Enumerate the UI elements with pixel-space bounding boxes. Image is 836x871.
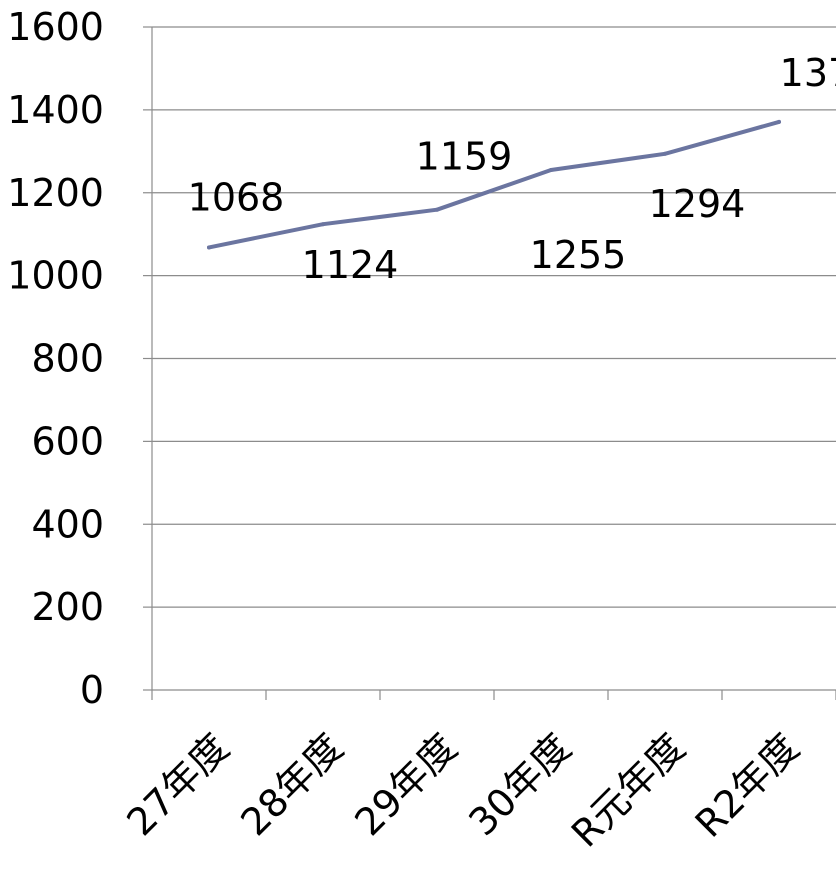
data-label: 1255: [530, 233, 627, 277]
data-point: [321, 222, 325, 227]
data-point: [663, 151, 667, 156]
data-label: 1159: [416, 135, 513, 179]
y-tick-label: 1200: [7, 171, 104, 215]
y-axis-ticks: 0 200 400 600 800 1000 1200 1400 1600: [7, 5, 152, 712]
x-tick-label: 30年度: [460, 725, 579, 844]
x-tick-label: 28年度: [232, 725, 351, 844]
y-tick-label: 200: [31, 585, 104, 629]
series-line: [207, 119, 781, 250]
data-label: 1294: [649, 182, 746, 226]
y-tick-label: 400: [31, 502, 104, 546]
data-point: [549, 167, 553, 172]
data-point: [207, 245, 211, 250]
y-tick-label: 0: [80, 668, 104, 712]
data-label: 1371: [780, 51, 836, 95]
y-tick-label: 600: [31, 419, 104, 463]
x-tick-label: 29年度: [346, 725, 465, 844]
y-tick-label: 1600: [7, 5, 104, 49]
x-tick-label: 27年度: [118, 725, 237, 844]
y-tick-label: 800: [31, 337, 104, 381]
gridlines: [152, 26, 836, 608]
data-label: 1124: [302, 243, 399, 287]
y-tick-label: 1000: [7, 254, 104, 298]
series-group: [207, 119, 781, 250]
y-tick-label: 1400: [7, 88, 104, 132]
data-point: [777, 119, 781, 124]
data-labels: 1068 1124 1159 1255 1294 1371: [188, 51, 836, 287]
data-label: 1068: [188, 175, 285, 219]
data-point: [435, 207, 439, 212]
x-tick-label: R元年度: [563, 725, 693, 855]
x-tick-label: R2年度: [687, 725, 808, 846]
